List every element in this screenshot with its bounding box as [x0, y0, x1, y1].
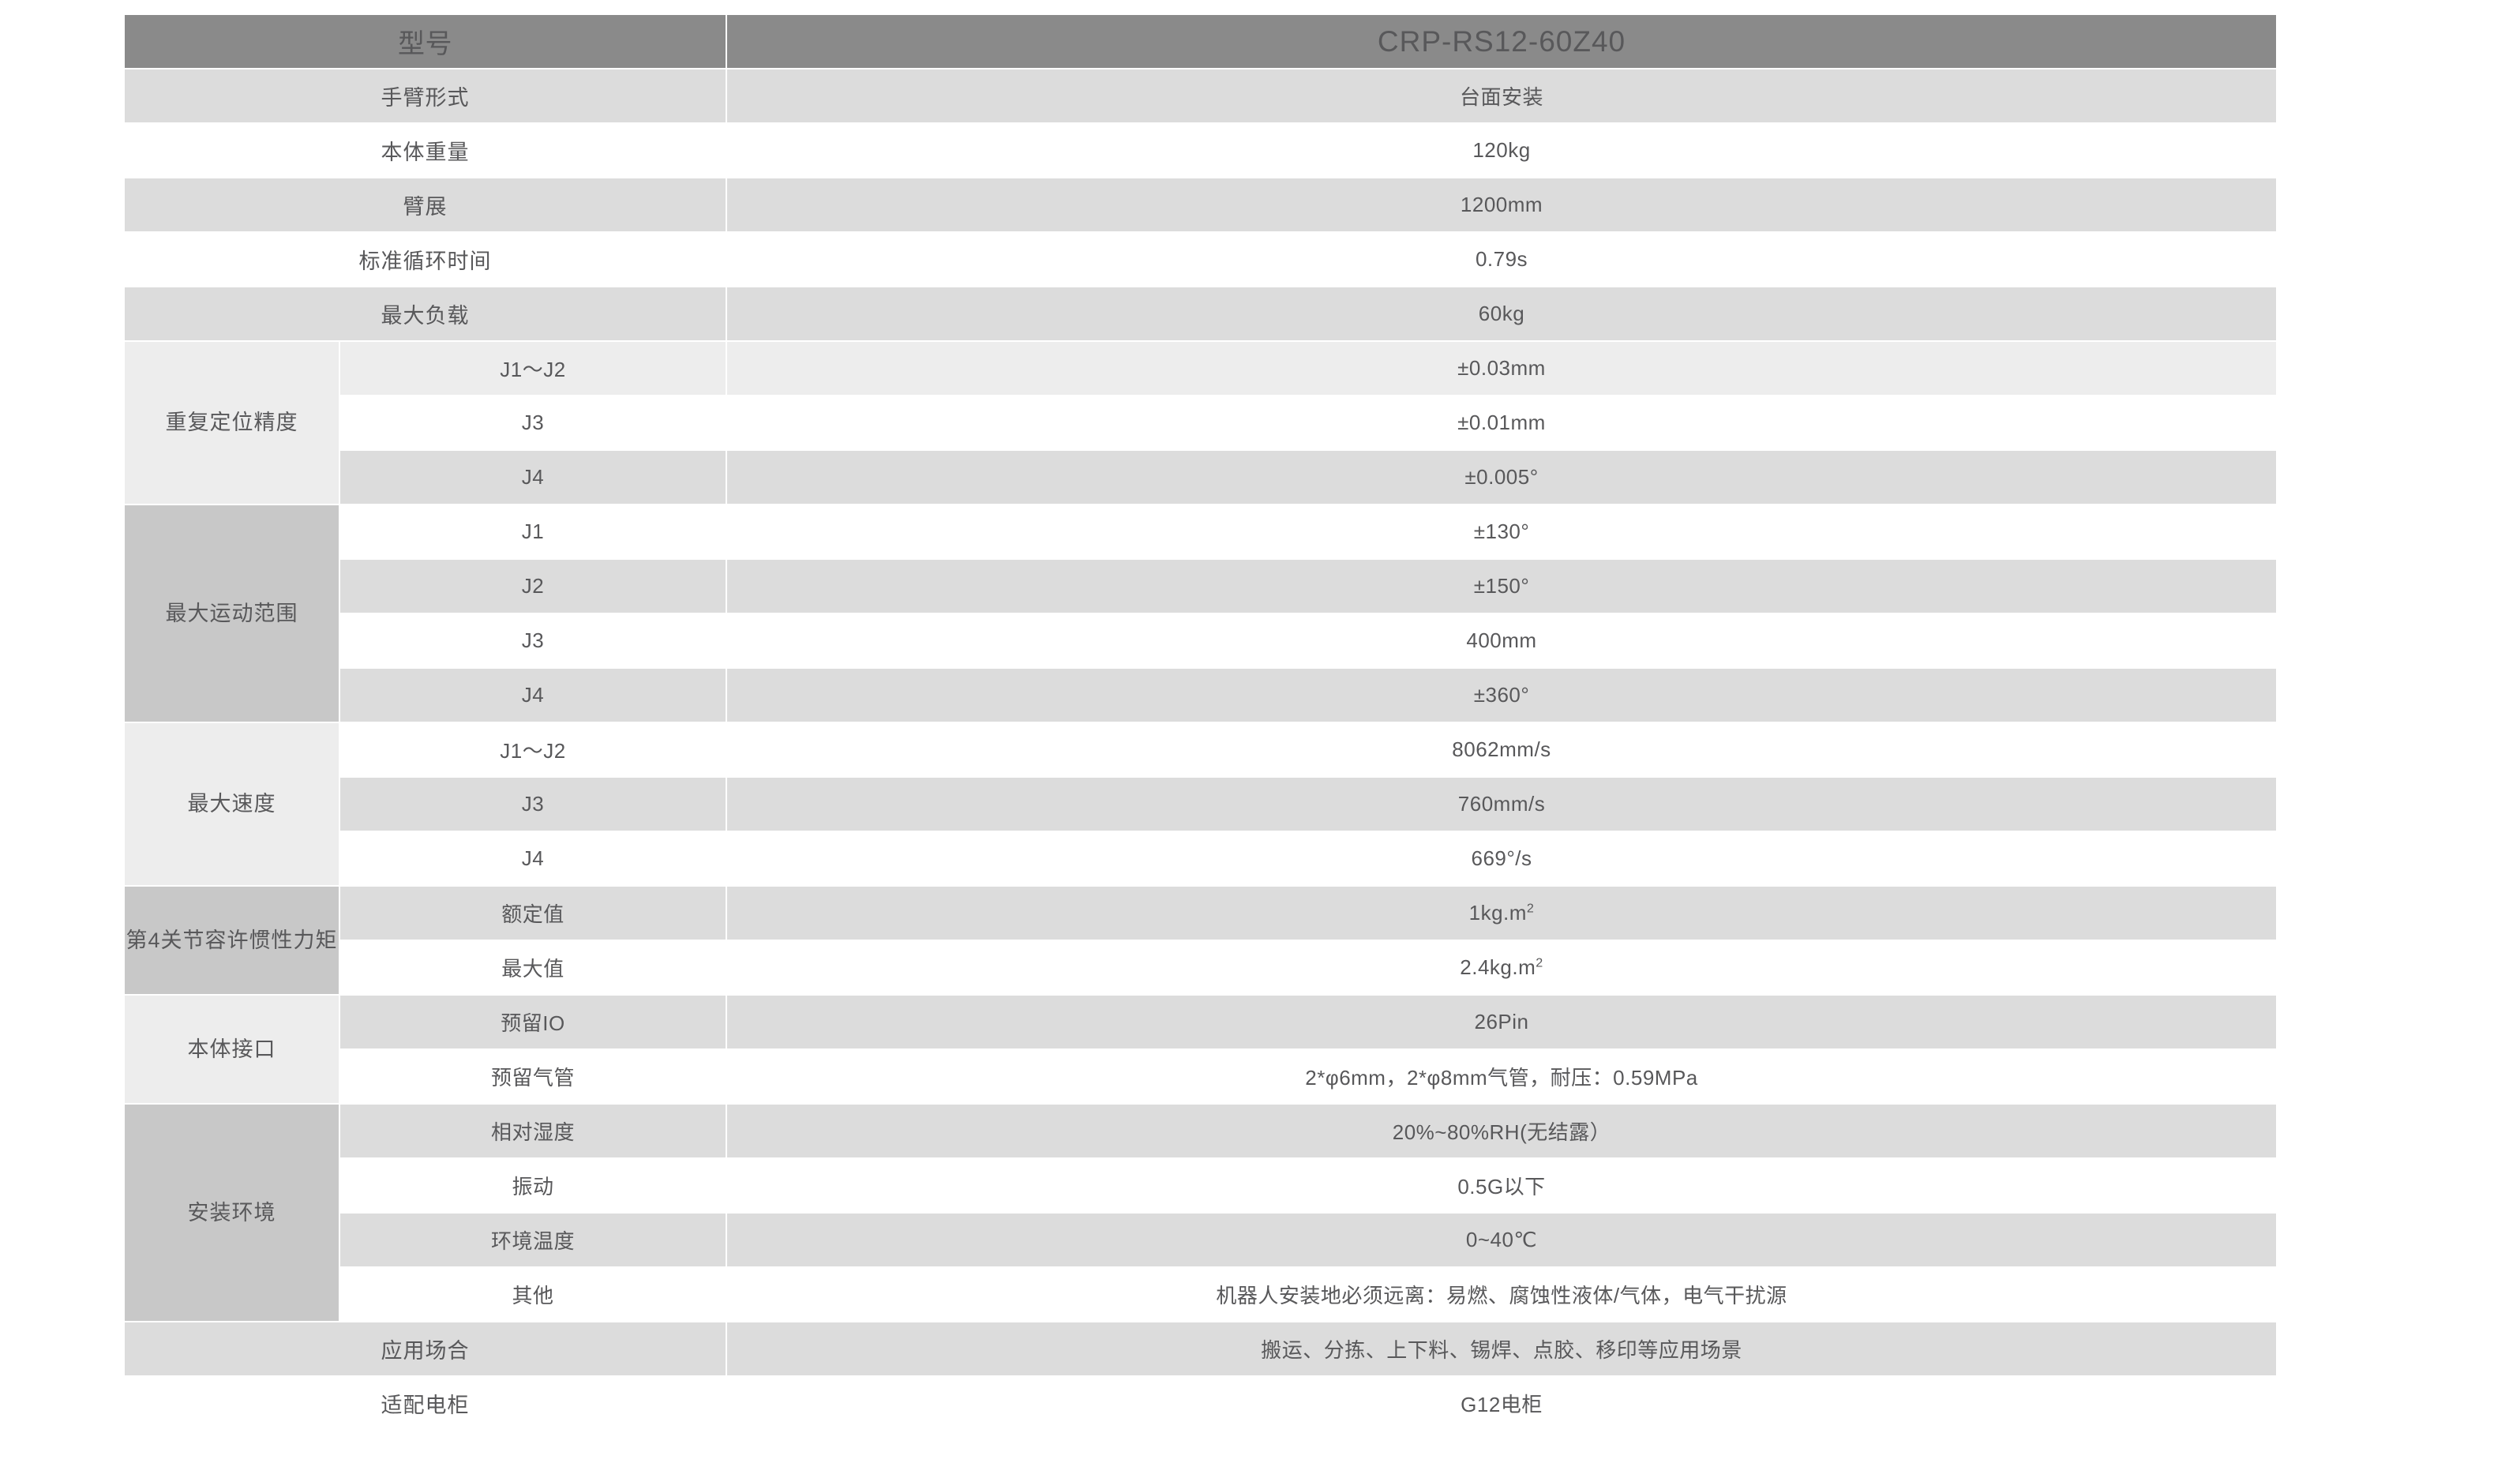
row-value: 669°/s	[726, 831, 2277, 886]
row-value: 机器人安装地必须远离：易燃、腐蚀性液体/气体，电气干扰源	[726, 1267, 2277, 1322]
table-row: 最大运动范围 J1 ±130°	[124, 505, 2277, 722]
row-sublabel: J4	[339, 668, 726, 722]
row-sublabel: 相对湿度	[339, 1104, 726, 1158]
table-header-row: 型号 CRP-RS12-60Z40	[124, 14, 2277, 69]
table-row: 重复定位精度 J1～J2 ±0.03mm	[124, 341, 2277, 505]
row-sublabel: 预留气管	[339, 1049, 726, 1104]
table-row: J2 ±150°	[124, 559, 2277, 613]
group-label: 第4关节容许惯性力矩	[124, 886, 339, 995]
table-row: J3 760mm/s	[124, 777, 2277, 831]
table-row: 其他 机器人安装地必须远离：易燃、腐蚀性液体/气体，电气干扰源	[124, 1267, 2277, 1322]
row-sublabel: 振动	[339, 1158, 726, 1213]
row-value: 0.5G以下	[726, 1158, 2277, 1213]
row-value: 0.79s	[726, 232, 2277, 287]
group-label: 最大运动范围	[124, 505, 339, 722]
row-label: 手臂形式	[124, 69, 726, 123]
row-label: 本体重量	[124, 123, 726, 178]
table-row: 最大速度 J1～J2 8062mm/s	[124, 722, 2277, 886]
header-model-cell: CRP-RS12-60Z40	[726, 14, 2277, 69]
row-value: ±0.005°	[726, 450, 2277, 505]
table-row: 预留气管 2*φ6mm，2*φ8mm气管，耐压：0.59MPa	[124, 1049, 2277, 1104]
row-sublabel: J3	[339, 613, 726, 668]
row-value: 20%~80%RH(无结露）	[726, 1104, 2277, 1158]
row-value: G12电柜	[726, 1376, 2277, 1431]
row-sublabel: 其他	[339, 1267, 726, 1322]
table-row: 本体重量 120kg	[124, 123, 2277, 178]
row-value: ±0.01mm	[726, 396, 2277, 450]
table-row: 标准循环时间 0.79s	[124, 232, 2277, 287]
row-value: ±130°	[726, 505, 2277, 559]
row-value: ±360°	[726, 668, 2277, 722]
row-value: 26Pin	[726, 995, 2277, 1049]
table-row: 环境温度 0~40℃	[124, 1213, 2277, 1267]
table-row: J3 400mm	[124, 613, 2277, 668]
table-row: 应用场合 搬运、分拣、上下料、锡焊、点胶、移印等应用场景	[124, 1322, 2277, 1376]
row-sublabel: J2	[339, 559, 726, 613]
table-row: 最大负载 60kg	[124, 287, 2277, 341]
row-value: 2.4kg.m2	[726, 940, 2277, 995]
row-value: ±0.03mm	[726, 341, 2277, 396]
row-label: 标准循环时间	[124, 232, 726, 287]
table-row: 手臂形式 台面安装	[124, 69, 2277, 123]
row-sublabel: J4	[339, 831, 726, 886]
row-sublabel: 最大值	[339, 940, 726, 995]
row-value: 1kg.m2	[726, 886, 2277, 940]
table-row: J4 ±360°	[124, 668, 2277, 722]
group-label: 重复定位精度	[124, 341, 339, 505]
table-row: 第4关节容许惯性力矩 额定值 1kg.m2	[124, 886, 2277, 995]
row-label: 最大负载	[124, 287, 726, 341]
table-row: J3 ±0.01mm	[124, 396, 2277, 450]
row-value: 0~40℃	[726, 1213, 2277, 1267]
row-label: 臂展	[124, 178, 726, 232]
row-value: 台面安装	[726, 69, 2277, 123]
row-value: 搬运、分拣、上下料、锡焊、点胶、移印等应用场景	[726, 1322, 2277, 1376]
group-label: 最大速度	[124, 722, 339, 886]
group-label: 本体接口	[124, 995, 339, 1104]
row-value: 400mm	[726, 613, 2277, 668]
row-value: 2*φ6mm，2*φ8mm气管，耐压：0.59MPa	[726, 1049, 2277, 1104]
row-label: 应用场合	[124, 1322, 726, 1376]
row-label: 适配电柜	[124, 1376, 726, 1431]
row-value: ±150°	[726, 559, 2277, 613]
table-row: J4 ±0.005°	[124, 450, 2277, 505]
table-row: 安装环境 相对湿度 20%~80%RH(无结露）	[124, 1104, 2277, 1322]
group-label: 安装环境	[124, 1104, 339, 1322]
row-value: 760mm/s	[726, 777, 2277, 831]
row-sublabel: J1～J2	[339, 722, 726, 777]
row-sublabel: J1～J2	[339, 341, 726, 396]
row-value: 120kg	[726, 123, 2277, 178]
table-row: 适配电柜 G12电柜	[124, 1376, 2277, 1431]
row-sublabel: 额定值	[339, 886, 726, 940]
row-sublabel: 环境温度	[339, 1213, 726, 1267]
table-row: 臂展 1200mm	[124, 178, 2277, 232]
row-sublabel: J1	[339, 505, 726, 559]
row-value: 1200mm	[726, 178, 2277, 232]
row-sublabel: J3	[339, 777, 726, 831]
row-sublabel: 预留IO	[339, 995, 726, 1049]
table-row: 振动 0.5G以下	[124, 1158, 2277, 1213]
specification-table: 型号 CRP-RS12-60Z40 手臂形式 台面安装 本体重量 120kg 臂展 1200m…	[124, 14, 2277, 1431]
table-row: J4 669°/s	[124, 831, 2277, 886]
table-row: 最大值 2.4kg.m2	[124, 940, 2277, 995]
header-label-cell: 型号	[124, 14, 726, 69]
row-sublabel: J3	[339, 396, 726, 450]
row-value: 8062mm/s	[726, 722, 2277, 777]
row-value: 60kg	[726, 287, 2277, 341]
row-sublabel: J4	[339, 450, 726, 505]
table-row: 本体接口 预留IO 26Pin	[124, 995, 2277, 1104]
